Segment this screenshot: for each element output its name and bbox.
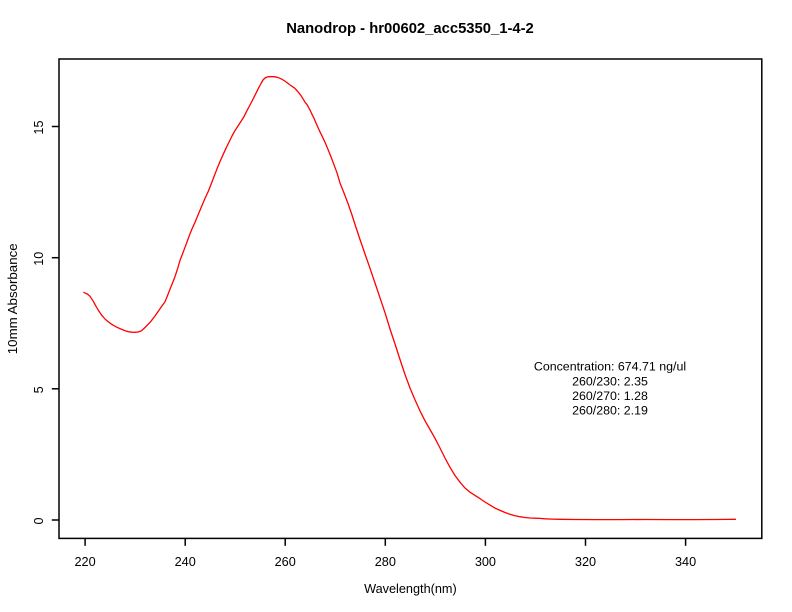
svg-text:10: 10 [32, 252, 46, 266]
svg-text:Wavelength(nm): Wavelength(nm) [364, 582, 457, 596]
svg-text:260/270: 1.28: 260/270: 1.28 [572, 389, 648, 403]
svg-text:240: 240 [175, 555, 196, 569]
svg-text:260/230: 2.35: 260/230: 2.35 [572, 374, 648, 388]
svg-text:5: 5 [32, 386, 46, 393]
svg-text:0: 0 [32, 517, 46, 524]
svg-text:Concentration: 674.71 ng/ul: Concentration: 674.71 ng/ul [534, 360, 686, 374]
svg-text:260/280: 2.19: 260/280: 2.19 [572, 404, 648, 418]
svg-text:15: 15 [32, 120, 46, 134]
svg-text:320: 320 [575, 555, 596, 569]
svg-text:300: 300 [475, 555, 496, 569]
svg-text:280: 280 [375, 555, 396, 569]
svg-text:Nanodrop - hr00602_acc5350_1-4: Nanodrop - hr00602_acc5350_1-4-2 [286, 21, 534, 37]
svg-text:260: 260 [275, 555, 296, 569]
svg-text:340: 340 [675, 555, 696, 569]
svg-text:220: 220 [75, 555, 96, 569]
svg-text:10mm Absorbance: 10mm Absorbance [5, 243, 20, 354]
